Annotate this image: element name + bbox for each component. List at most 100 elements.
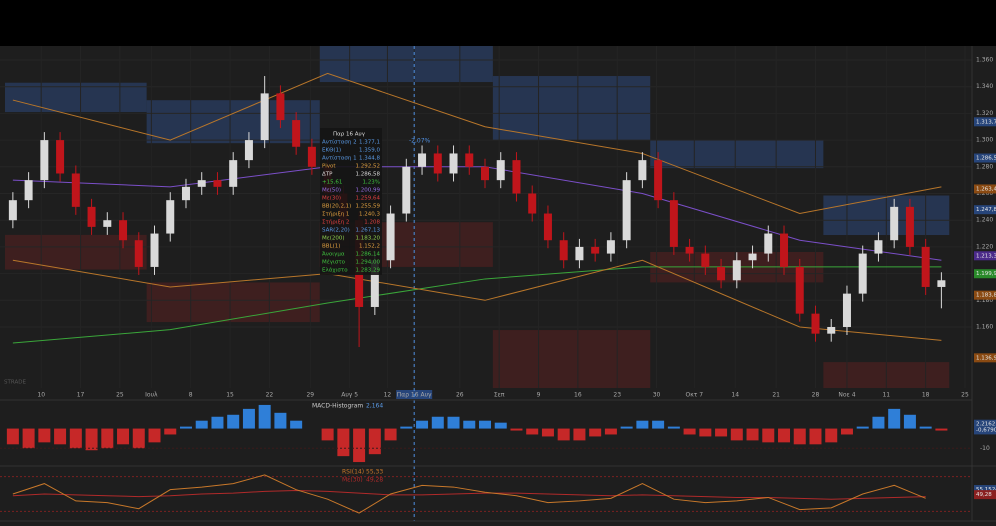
macd-bar bbox=[510, 428, 523, 431]
price-badge-label: 1.199,90 bbox=[976, 271, 996, 277]
macd-bar bbox=[620, 426, 633, 429]
candle-body bbox=[260, 93, 269, 141]
macd-bar bbox=[589, 428, 602, 437]
candle-body bbox=[71, 173, 80, 207]
macd-bar bbox=[321, 428, 334, 441]
macd-bar bbox=[604, 428, 617, 435]
macd-bar bbox=[683, 428, 696, 435]
rsi-value: 55,33 bbox=[366, 469, 383, 476]
tooltip-label: +15,61 bbox=[322, 180, 342, 186]
price-badge bbox=[974, 353, 996, 363]
candle-body bbox=[24, 180, 33, 201]
macd-bar bbox=[368, 428, 381, 455]
macd-bar bbox=[195, 420, 208, 429]
macd-bar bbox=[164, 428, 177, 435]
rsi-line bbox=[12, 474, 926, 514]
candle-body bbox=[842, 293, 851, 327]
tooltip-label: Στήριξη 2 bbox=[322, 219, 349, 226]
macd-bar bbox=[888, 408, 901, 429]
indicator-line bbox=[12, 259, 942, 341]
tooltip-label: Με(30) bbox=[322, 196, 341, 202]
y-tick-label: 1.280 bbox=[976, 163, 993, 170]
macd-title: MACD-Histogram bbox=[312, 403, 363, 410]
macd-bar bbox=[667, 426, 680, 429]
candle-body bbox=[418, 153, 427, 167]
price-badge bbox=[974, 485, 996, 495]
candle-body bbox=[764, 233, 773, 254]
tooltip-value: 1.267,13 bbox=[356, 228, 381, 234]
macd-bar bbox=[290, 420, 303, 429]
candle-body bbox=[213, 180, 222, 187]
tooltip-value: 1.183,20 bbox=[356, 236, 381, 242]
y-tick-label: 1.320 bbox=[976, 110, 993, 117]
macd-bar bbox=[101, 428, 114, 449]
x-tick-label: Αυγ 5 bbox=[341, 392, 358, 399]
y-tick-label: 1.300 bbox=[976, 137, 993, 144]
candle-body bbox=[56, 140, 65, 174]
tooltip-value: 1.294,00 bbox=[356, 260, 381, 266]
candle-body bbox=[732, 260, 741, 281]
tooltip-value: 1.286,14 bbox=[356, 252, 381, 258]
candle-body bbox=[292, 120, 301, 147]
candle-body bbox=[591, 246, 600, 254]
candle-body bbox=[874, 240, 883, 254]
x-tick-label: 18 bbox=[922, 392, 930, 399]
tooltip-value: 1.152,2 bbox=[359, 244, 380, 250]
tooltip-value: 1.283,29 bbox=[356, 268, 381, 274]
macd-bar bbox=[809, 428, 822, 445]
x-tick-label: 17 bbox=[77, 392, 85, 399]
macd-bar bbox=[935, 428, 948, 431]
candle-body bbox=[701, 253, 710, 267]
price-badge bbox=[974, 251, 996, 261]
tooltip-value: 1.344,8 bbox=[359, 156, 380, 162]
tooltip-label: Άνοιγμα bbox=[322, 251, 345, 258]
x-tick-label: 28 bbox=[812, 392, 820, 399]
x-tick-label: 12 bbox=[384, 392, 392, 399]
tooltip-label: Με(50) bbox=[322, 188, 341, 194]
tooltip-label: Αντίσταση 1 bbox=[322, 155, 357, 162]
tooltip-box bbox=[320, 128, 382, 275]
macd-bar bbox=[227, 414, 240, 429]
macd-bar bbox=[919, 426, 932, 429]
candle-body bbox=[166, 200, 175, 234]
x-tick-label: 30 bbox=[653, 392, 661, 399]
zone bbox=[319, 46, 493, 83]
macd-bar bbox=[636, 420, 649, 429]
tooltip-value: 1.259,64 bbox=[356, 196, 381, 202]
x-tick-label: 23 bbox=[613, 392, 621, 399]
macd-bar bbox=[38, 428, 51, 443]
macd-bar bbox=[872, 416, 885, 429]
macd-bar bbox=[793, 428, 806, 445]
candle-body bbox=[119, 220, 128, 241]
candle-body bbox=[87, 206, 96, 227]
candle-body bbox=[528, 193, 537, 214]
x-tick-label: 11 bbox=[882, 392, 890, 399]
indicator-line bbox=[12, 72, 942, 215]
macd-bar bbox=[699, 428, 712, 437]
price-badge bbox=[974, 425, 996, 435]
macd-bar bbox=[54, 428, 67, 445]
tooltip-value: 1.240,3 bbox=[359, 212, 380, 218]
candle-body bbox=[370, 260, 379, 307]
candle-body bbox=[8, 200, 17, 221]
macd-bar bbox=[447, 416, 460, 429]
candle-body bbox=[402, 166, 411, 214]
candle-body bbox=[905, 206, 914, 247]
tooltip-label: ΔΤΡ bbox=[322, 172, 333, 178]
candle-body bbox=[717, 266, 726, 281]
x-tick-label: 25 bbox=[961, 392, 969, 399]
candle-body bbox=[512, 160, 521, 194]
y-tick-label: -10 bbox=[980, 445, 990, 452]
tooltip-value: 1.200,99 bbox=[356, 188, 381, 194]
candle-body bbox=[433, 153, 442, 174]
macd-bar bbox=[22, 428, 35, 449]
price-badge bbox=[974, 153, 996, 163]
candle-body bbox=[685, 246, 694, 254]
candle-body bbox=[795, 266, 804, 314]
tooltip-value: 1,23% bbox=[363, 180, 380, 186]
x-tick-label: 16 bbox=[574, 392, 582, 399]
tooltip-value: 1.377,1 bbox=[359, 140, 380, 146]
macd-bar bbox=[541, 428, 554, 437]
